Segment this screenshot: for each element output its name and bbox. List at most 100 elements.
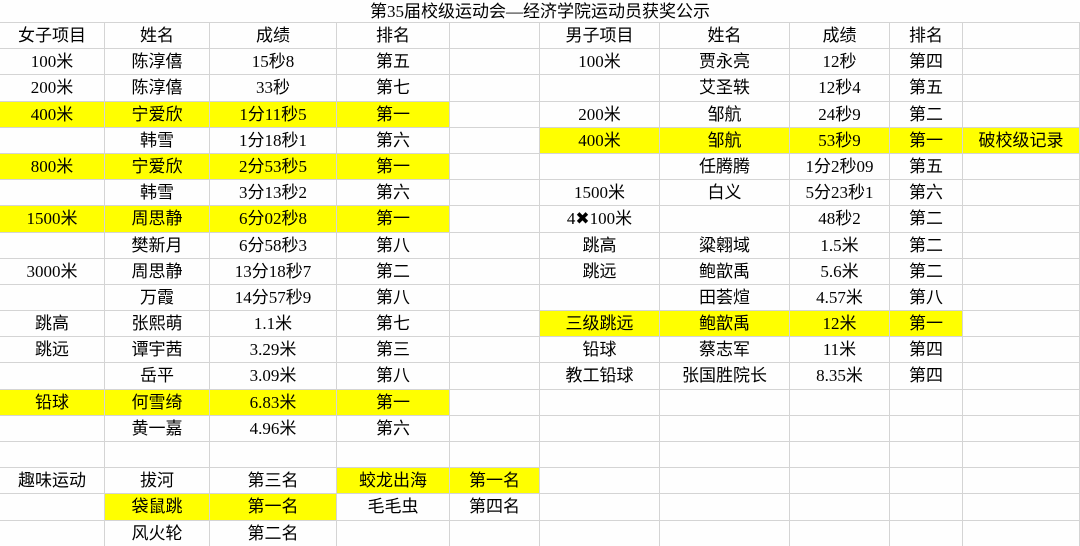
column-header[interactable]: 姓名	[660, 23, 790, 50]
column-header[interactable]: 女子项目	[0, 23, 105, 50]
table-cell[interactable]	[450, 520, 540, 546]
table-cell[interactable]	[337, 442, 450, 469]
table-cell[interactable]	[210, 442, 337, 469]
table-cell[interactable]	[963, 258, 1080, 285]
table-cell[interactable]	[890, 442, 963, 469]
table-cell[interactable]	[963, 75, 1080, 102]
table-cell[interactable]: 趣味运动	[0, 468, 105, 495]
table-cell[interactable]	[660, 468, 790, 495]
table-cell[interactable]	[660, 389, 790, 416]
table-cell[interactable]: 14分57秒9	[210, 284, 337, 312]
table-cell[interactable]	[890, 494, 963, 521]
table-cell[interactable]	[890, 468, 963, 495]
table-cell[interactable]	[790, 415, 890, 442]
table-cell[interactable]: 13分18秒7	[210, 258, 337, 285]
table-cell[interactable]	[450, 101, 540, 128]
column-header[interactable]: 成绩	[790, 23, 890, 50]
table-cell[interactable]	[660, 442, 790, 469]
table-cell[interactable]: 第三	[337, 337, 450, 364]
table-cell[interactable]	[963, 520, 1080, 546]
table-cell[interactable]	[963, 284, 1080, 312]
table-cell[interactable]: 3分13秒2	[210, 180, 337, 207]
table-cell[interactable]: 第二	[890, 232, 963, 259]
table-cell[interactable]: 1.1米	[210, 311, 337, 338]
table-cell[interactable]: 第八	[337, 284, 450, 312]
table-cell[interactable]	[963, 415, 1080, 442]
table-cell[interactable]: 周思静	[105, 258, 210, 285]
table-cell[interactable]: 鲍歆禹	[660, 258, 790, 285]
table-cell[interactable]: 第四	[890, 49, 963, 76]
column-header[interactable]: 男子项目	[540, 23, 660, 50]
table-cell[interactable]	[0, 363, 105, 390]
table-cell[interactable]: 岳平	[105, 363, 210, 390]
table-cell[interactable]: 周思静	[105, 206, 210, 233]
table-cell[interactable]: 第一	[337, 389, 450, 416]
table-cell[interactable]	[0, 520, 105, 546]
table-cell[interactable]	[450, 389, 540, 416]
table-cell[interactable]: 白义	[660, 180, 790, 207]
table-cell[interactable]: 邹航	[660, 101, 790, 128]
table-cell[interactable]: 宁爱欣	[105, 101, 210, 128]
table-cell[interactable]	[790, 389, 890, 416]
table-cell[interactable]: 53秒9	[790, 127, 890, 154]
table-cell[interactable]: 第七	[337, 311, 450, 338]
table-cell[interactable]: 何雪绮	[105, 389, 210, 416]
table-cell[interactable]: 第五	[890, 153, 963, 181]
table-cell[interactable]	[963, 363, 1080, 390]
table-cell[interactable]: 韩雪	[105, 180, 210, 207]
table-cell[interactable]	[660, 520, 790, 546]
table-cell[interactable]: 5分23秒1	[790, 180, 890, 207]
table-cell[interactable]: 第六	[337, 415, 450, 442]
table-cell[interactable]: 100米	[0, 49, 105, 76]
table-cell[interactable]: 袋鼠跳	[105, 494, 210, 521]
column-header[interactable]: 排名	[890, 23, 963, 50]
table-cell[interactable]: 第八	[337, 363, 450, 390]
table-cell[interactable]: 4.96米	[210, 415, 337, 442]
table-cell[interactable]: 12秒	[790, 49, 890, 76]
table-cell[interactable]	[450, 180, 540, 207]
table-cell[interactable]	[0, 180, 105, 207]
table-cell[interactable]: 3.29米	[210, 337, 337, 364]
table-cell[interactable]	[540, 442, 660, 469]
table-cell[interactable]: 谭宇茜	[105, 337, 210, 364]
table-cell[interactable]: 第四	[890, 363, 963, 390]
table-cell[interactable]	[963, 337, 1080, 364]
table-cell[interactable]: 陈淳僖	[105, 75, 210, 102]
table-cell[interactable]: 第五	[890, 75, 963, 102]
table-cell[interactable]: 3000米	[0, 258, 105, 285]
table-cell[interactable]	[540, 520, 660, 546]
column-header[interactable]: 姓名	[105, 23, 210, 50]
table-cell[interactable]: 第一名	[450, 468, 540, 495]
table-cell[interactable]: 8.35米	[790, 363, 890, 390]
table-cell[interactable]: 跳高	[0, 311, 105, 338]
table-cell[interactable]: 12米	[790, 311, 890, 338]
table-cell[interactable]: 6.83米	[210, 389, 337, 416]
table-cell[interactable]	[450, 311, 540, 338]
table-cell[interactable]: 蔡志军	[660, 337, 790, 364]
table-cell[interactable]: 4.57米	[790, 284, 890, 312]
column-header[interactable]: 成绩	[210, 23, 337, 50]
table-cell[interactable]: 跳远	[540, 258, 660, 285]
table-cell[interactable]: 第六	[890, 180, 963, 207]
table-cell[interactable]: 教工铅球	[540, 363, 660, 390]
table-cell[interactable]: 破校级记录	[963, 127, 1080, 154]
table-cell[interactable]: 400米	[540, 127, 660, 154]
column-header[interactable]	[450, 23, 540, 50]
table-cell[interactable]: 铅球	[0, 389, 105, 416]
table-cell[interactable]	[540, 284, 660, 312]
table-cell[interactable]: 第二名	[210, 520, 337, 546]
table-cell[interactable]	[450, 49, 540, 76]
table-cell[interactable]: 第六	[337, 127, 450, 154]
table-cell[interactable]: 1分11秒5	[210, 101, 337, 128]
table-cell[interactable]	[963, 468, 1080, 495]
table-cell[interactable]	[450, 442, 540, 469]
table-cell[interactable]: 毛毛虫	[337, 494, 450, 521]
table-cell[interactable]: 200米	[540, 101, 660, 128]
table-cell[interactable]: 韩雪	[105, 127, 210, 154]
table-cell[interactable]	[790, 468, 890, 495]
table-cell[interactable]: 张熙萌	[105, 311, 210, 338]
table-cell[interactable]: 1分2秒09	[790, 153, 890, 181]
table-cell[interactable]	[450, 127, 540, 154]
table-cell[interactable]: 万霞	[105, 284, 210, 312]
table-cell[interactable]: 第一	[337, 101, 450, 128]
